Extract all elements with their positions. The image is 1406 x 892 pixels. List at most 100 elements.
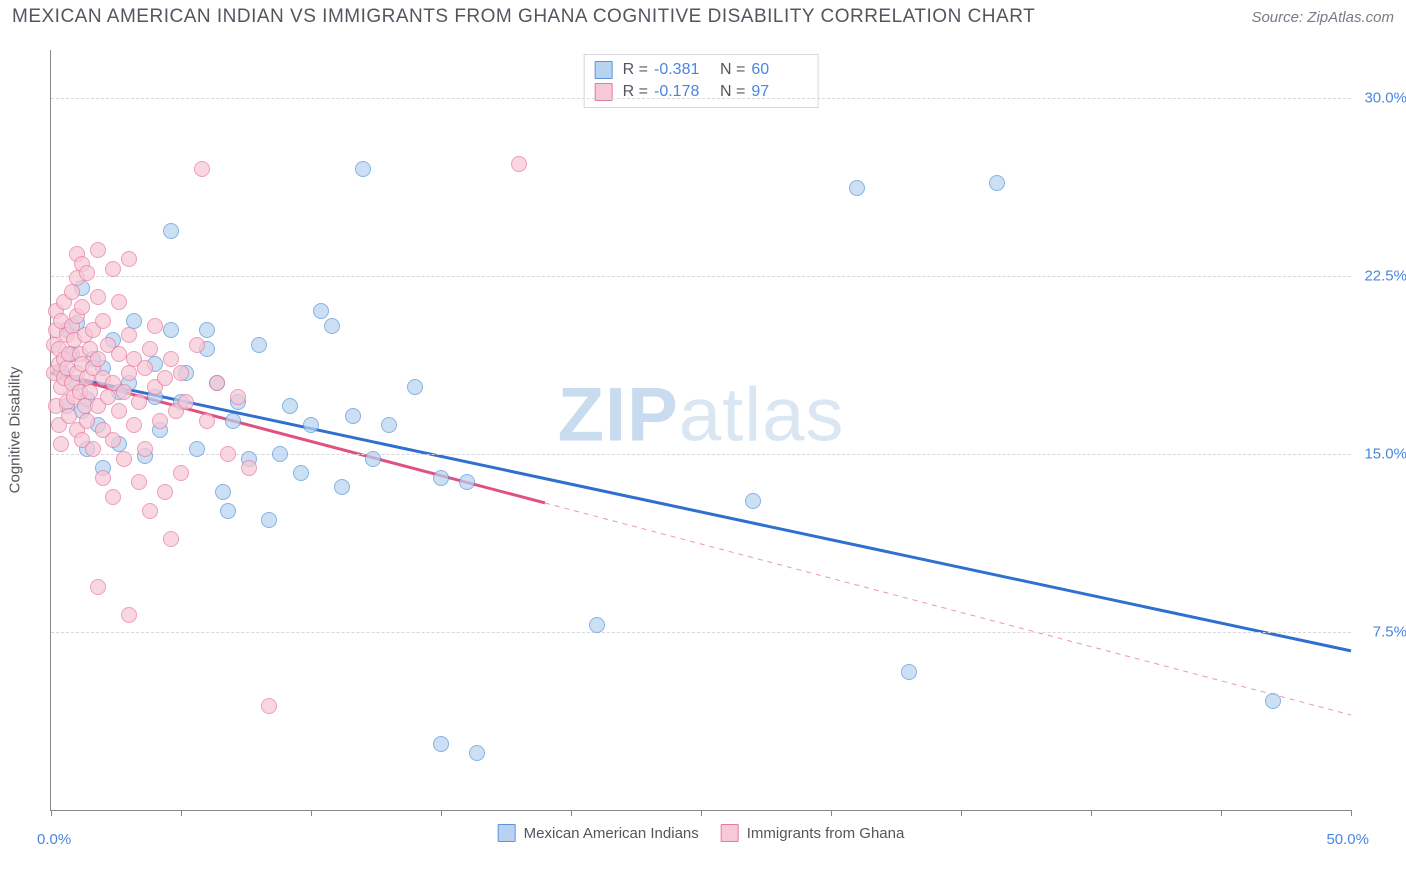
y-tick-label: 15.0% xyxy=(1357,445,1406,462)
x-tick-mark xyxy=(1221,810,1222,816)
data-point xyxy=(131,474,147,490)
data-point xyxy=(90,351,106,367)
legend-label-series-1: Mexican American Indians xyxy=(524,825,699,842)
data-point xyxy=(745,493,761,509)
data-point xyxy=(433,470,449,486)
data-point xyxy=(111,294,127,310)
data-point xyxy=(199,413,215,429)
data-point xyxy=(407,379,423,395)
data-point xyxy=(90,289,106,305)
x-axis-max-label: 50.0% xyxy=(1326,831,1369,848)
swatch-series-1-bottom xyxy=(498,824,516,842)
data-point xyxy=(334,479,350,495)
source-label: Source: ZipAtlas.com xyxy=(1251,9,1394,26)
scatter-plot: ZIPatlas Cognitive Disability 0.0% 50.0%… xyxy=(50,50,1351,811)
x-tick-mark xyxy=(701,810,702,816)
data-point xyxy=(100,389,116,405)
legend-row-series-2: R = -0.178 N = 97 xyxy=(595,81,808,103)
x-tick-mark xyxy=(1351,810,1352,816)
data-point xyxy=(79,265,95,281)
data-point xyxy=(163,322,179,338)
data-point xyxy=(163,351,179,367)
x-tick-mark xyxy=(571,810,572,816)
data-point xyxy=(121,607,137,623)
legend-label-series-2: Immigrants from Ghana xyxy=(747,825,905,842)
gridline xyxy=(51,276,1351,277)
data-point xyxy=(230,389,246,405)
data-point xyxy=(989,175,1005,191)
data-point xyxy=(147,318,163,334)
data-point xyxy=(90,242,106,258)
x-axis-min-label: 0.0% xyxy=(37,831,71,848)
data-point xyxy=(64,284,80,300)
data-point xyxy=(142,503,158,519)
data-point xyxy=(157,370,173,386)
data-point xyxy=(137,360,153,376)
data-point xyxy=(272,446,288,462)
y-axis-title: Cognitive Disability xyxy=(7,367,24,494)
data-point xyxy=(95,470,111,486)
data-point xyxy=(849,180,865,196)
data-point xyxy=(511,156,527,172)
y-tick-label: 22.5% xyxy=(1357,267,1406,284)
data-point xyxy=(121,365,137,381)
data-point xyxy=(116,384,132,400)
data-point xyxy=(90,579,106,595)
swatch-series-2-bottom xyxy=(721,824,739,842)
x-tick-mark xyxy=(441,810,442,816)
data-point xyxy=(220,503,236,519)
data-point xyxy=(95,313,111,329)
data-point xyxy=(121,251,137,267)
data-point xyxy=(79,413,95,429)
legend-item-series-2: Immigrants from Ghana xyxy=(721,824,905,842)
data-point xyxy=(163,531,179,547)
data-point xyxy=(469,745,485,761)
data-point xyxy=(209,375,225,391)
data-point xyxy=(194,161,210,177)
legend-row-series-1: R = -0.381 N = 60 xyxy=(595,59,808,81)
x-tick-mark xyxy=(181,810,182,816)
data-point xyxy=(901,664,917,680)
data-point xyxy=(345,408,361,424)
y-tick-label: 7.5% xyxy=(1357,623,1406,640)
watermark: ZIPatlas xyxy=(558,371,845,458)
data-point xyxy=(131,394,147,410)
x-tick-mark xyxy=(51,810,52,816)
data-point xyxy=(111,346,127,362)
data-point xyxy=(137,441,153,457)
data-point xyxy=(173,465,189,481)
x-tick-mark xyxy=(311,810,312,816)
data-point xyxy=(126,417,142,433)
data-point xyxy=(365,451,381,467)
data-point xyxy=(355,161,371,177)
data-point xyxy=(251,337,267,353)
gridline xyxy=(51,98,1351,99)
data-point xyxy=(220,446,236,462)
data-point xyxy=(189,337,205,353)
y-tick-label: 30.0% xyxy=(1357,89,1406,106)
data-point xyxy=(459,474,475,490)
data-point xyxy=(215,484,231,500)
data-point xyxy=(116,451,132,467)
data-point xyxy=(105,261,121,277)
data-point xyxy=(53,436,69,452)
data-point xyxy=(152,413,168,429)
x-tick-mark xyxy=(831,810,832,816)
correlation-legend: R = -0.381 N = 60 R = -0.178 N = 97 xyxy=(584,54,819,108)
data-point xyxy=(1265,693,1281,709)
trend-lines xyxy=(51,50,1351,810)
data-point xyxy=(142,341,158,357)
data-point xyxy=(199,322,215,338)
x-tick-mark xyxy=(1091,810,1092,816)
data-point xyxy=(313,303,329,319)
data-point xyxy=(173,365,189,381)
data-point xyxy=(433,736,449,752)
legend-item-series-1: Mexican American Indians xyxy=(498,824,699,842)
data-point xyxy=(189,441,205,457)
data-point xyxy=(111,403,127,419)
data-point xyxy=(293,465,309,481)
data-point xyxy=(241,460,257,476)
data-point xyxy=(381,417,397,433)
data-point xyxy=(589,617,605,633)
data-point xyxy=(225,413,241,429)
